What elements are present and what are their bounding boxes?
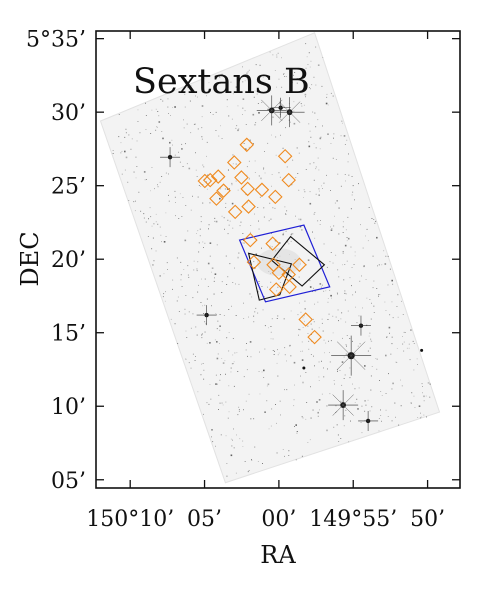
marker-23 xyxy=(282,279,297,295)
marker-20 xyxy=(271,265,287,281)
y-axis-label: DEC xyxy=(16,231,44,286)
marker-15 xyxy=(243,232,258,248)
marker-8 xyxy=(254,182,270,198)
plot-area xyxy=(99,32,441,484)
y-tick-label-4: 25’ xyxy=(51,175,86,200)
y-tick-label-2: 15’ xyxy=(51,322,86,347)
marker-17 xyxy=(246,254,262,270)
star-7 xyxy=(350,315,371,336)
black-field-outlines xyxy=(247,235,326,301)
star-6 xyxy=(358,410,379,431)
marker-4 xyxy=(202,172,218,188)
x-axis-label: RA xyxy=(260,541,296,569)
star-8 xyxy=(196,305,217,326)
x-axis-ticks: 150°10’ 05’ 00’ 149°55’ 50’ xyxy=(86,31,445,532)
marker-19 xyxy=(292,257,307,273)
blue-field-outline xyxy=(238,224,331,303)
bright-stars xyxy=(160,95,424,431)
marker-11 xyxy=(209,191,224,206)
marker-5 xyxy=(197,173,213,189)
star-10 xyxy=(420,348,424,352)
x-tick-label-0: 150°10’ xyxy=(86,507,174,532)
star-5 xyxy=(328,390,359,421)
x-tick-label-4: 50’ xyxy=(410,507,445,532)
marker-3 xyxy=(234,170,249,185)
marker-0 xyxy=(239,137,255,153)
marker-layer xyxy=(197,137,322,345)
x-tick-label-3: 149°55’ xyxy=(309,507,397,532)
black-field-0 xyxy=(247,252,293,301)
star-0 xyxy=(274,97,305,128)
y-tick-label-5: 30’ xyxy=(51,101,86,126)
y-tick-label-6: 5°35’ xyxy=(26,28,86,53)
x-tick-label-2: 00’ xyxy=(261,507,296,532)
marker-13 xyxy=(241,199,256,214)
marker-10 xyxy=(216,183,231,198)
marker-16 xyxy=(265,236,280,251)
marker-24 xyxy=(298,312,313,327)
marker-6 xyxy=(210,169,226,184)
black-field-1 xyxy=(271,235,326,287)
star-4 xyxy=(331,335,372,376)
star-9 xyxy=(302,366,306,370)
marker-14 xyxy=(227,204,243,220)
marker-7 xyxy=(240,181,255,197)
y-axis-ticks: 05’ 10’ 15’ 20’ 25’ 30’ 5°35’ xyxy=(26,28,460,494)
marker-2 xyxy=(227,155,242,170)
marker-1 xyxy=(277,149,293,164)
marker-12 xyxy=(268,189,283,205)
chart-title: Sextans B xyxy=(133,62,310,102)
marker-9 xyxy=(281,172,296,188)
x-tick-label-1: 05’ xyxy=(187,507,222,532)
y-tick-label-3: 20’ xyxy=(51,248,86,273)
y-tick-label-0: 05’ xyxy=(51,469,86,494)
star-3 xyxy=(160,147,181,168)
star-1 xyxy=(256,95,287,126)
star-2 xyxy=(270,97,291,118)
marker-25 xyxy=(307,329,322,345)
star-field-noise xyxy=(112,43,431,477)
y-tick-label-1: 10’ xyxy=(51,395,86,420)
marker-22 xyxy=(268,282,284,297)
